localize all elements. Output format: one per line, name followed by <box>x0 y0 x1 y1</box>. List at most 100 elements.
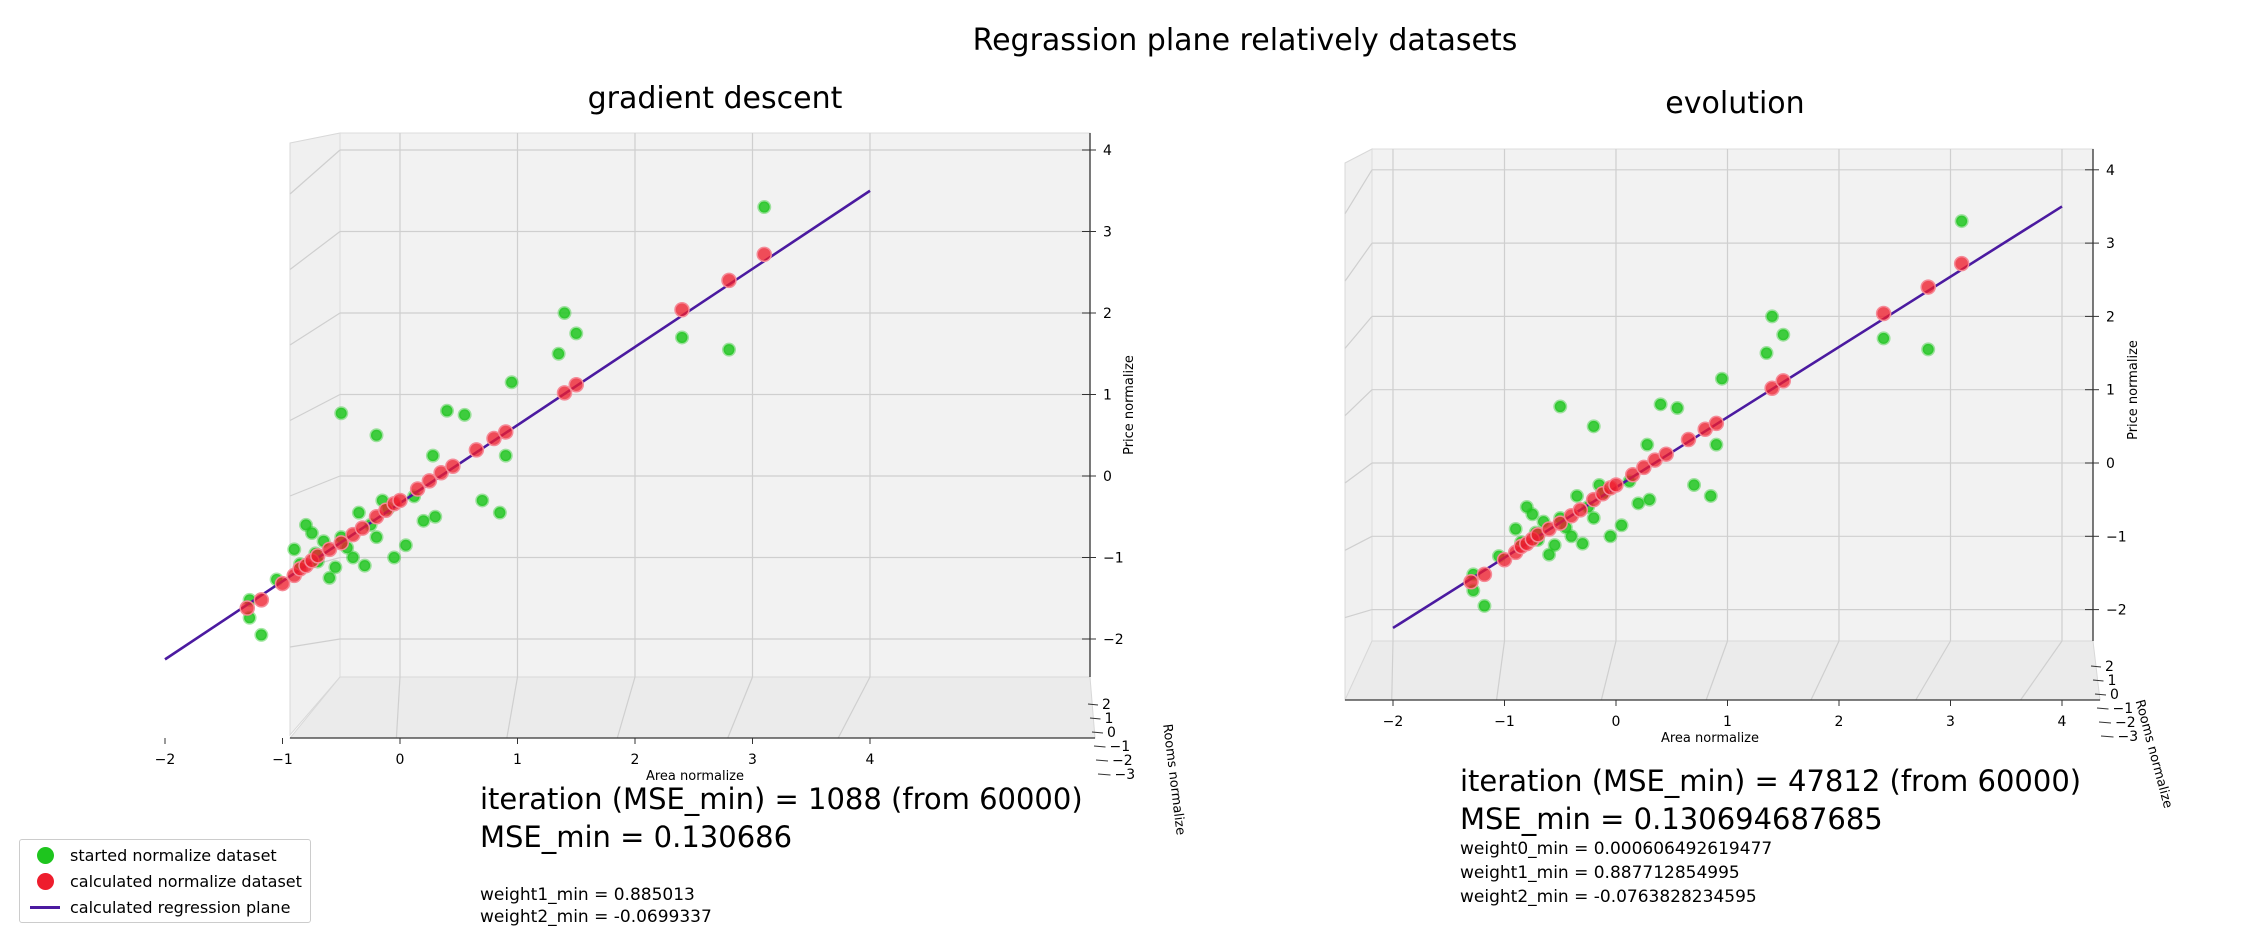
plot-title: evolution <box>1665 86 1804 121</box>
evo-iteration-text: iteration (MSE_min) = 47812 (from 60000) <box>1460 764 2082 798</box>
legend-label-started: started normalize dataset <box>70 845 277 865</box>
z-tick-label: 3 <box>1103 225 1112 241</box>
grid-line-floor <box>2020 640 2063 701</box>
y-tick-mark <box>1097 773 1111 776</box>
started-point <box>1759 346 1774 361</box>
started-point <box>1921 342 1936 357</box>
z-tick-label: 4 <box>1103 143 1112 159</box>
started-point <box>1653 397 1668 412</box>
plot-title: gradient descent <box>588 81 843 116</box>
y-tick-mark <box>1095 759 1109 762</box>
x-axis-label: Area normalize <box>646 769 744 784</box>
y-tick-label: −3 <box>1115 767 1136 783</box>
calculated-point <box>1775 373 1791 389</box>
legend-label-calculated: calculated normalize dataset <box>70 871 302 891</box>
calculated-point <box>409 481 426 497</box>
calculated-point <box>354 520 371 536</box>
started-point <box>757 200 772 215</box>
started-point <box>351 505 366 520</box>
calculated-point <box>721 272 737 289</box>
started-point <box>722 342 736 357</box>
started-point <box>428 509 443 524</box>
y-tick-label: −1 <box>2113 701 2134 717</box>
started-point <box>1614 518 1629 533</box>
z-tick-label: 0 <box>2106 456 2115 472</box>
grid-line-wall <box>1344 169 1373 215</box>
calculated-point <box>1636 459 1652 476</box>
y-tick-label: 0 <box>2110 687 2119 703</box>
started-point <box>1765 309 1780 324</box>
calculated-point <box>1552 515 1568 531</box>
x-tick-label: 2 <box>1835 714 1844 730</box>
started-point <box>1714 371 1729 386</box>
legend-marker-started <box>36 846 54 864</box>
grid-line-wall <box>289 393 341 422</box>
calculated-point <box>556 385 573 401</box>
calculated-point <box>1708 415 1725 432</box>
calculated-point <box>321 541 338 558</box>
z-tick-label: 2 <box>2106 309 2115 325</box>
grid-line-wall <box>289 638 341 648</box>
figure-suptitle: Regrassion plane relatively datasets <box>973 23 1518 58</box>
y-tick-mark <box>2098 721 2112 724</box>
grid-line-wall <box>289 475 341 497</box>
started-point <box>557 306 572 320</box>
started-point <box>346 550 360 565</box>
back-pane <box>339 132 1091 678</box>
grid-line-floor <box>395 676 401 739</box>
started-point <box>440 403 454 418</box>
started-point <box>492 505 507 520</box>
started-point <box>1640 437 1655 452</box>
legend: started normalize dataset calculated nor… <box>19 839 311 923</box>
started-point <box>357 558 372 573</box>
grid-line-wall <box>1344 242 1373 282</box>
grid-line-wall <box>1344 535 1373 551</box>
calculated-point <box>1680 431 1697 448</box>
calculated-point <box>1920 279 1936 295</box>
z-tick-label: 0 <box>1103 469 1112 485</box>
y-tick-mark <box>1089 717 1101 720</box>
calculated-point <box>310 548 326 564</box>
calculated-point <box>445 458 461 474</box>
started-point <box>1542 547 1557 562</box>
x-tick-label: 4 <box>866 752 875 768</box>
z-axis-label: Price normalize <box>1122 355 1137 455</box>
calculated-point <box>1608 477 1624 493</box>
y-tick-mark <box>2100 735 2114 738</box>
x-tick-label: −1 <box>1494 714 1515 730</box>
floor-pane <box>1344 640 2101 701</box>
started-point <box>369 530 384 545</box>
started-point <box>504 375 519 390</box>
calculated-point <box>333 535 349 551</box>
calculated-point <box>239 600 255 616</box>
gd-weight1-text: weight1_min = 0.885013 <box>480 885 695 905</box>
calculated-point <box>1953 255 1970 272</box>
started-point <box>1477 598 1492 613</box>
y-tick-label: −2 <box>2115 715 2136 731</box>
grid-line-wall <box>1344 316 1373 349</box>
started-point <box>1564 529 1579 544</box>
started-point <box>425 448 440 463</box>
calculated-point <box>756 246 772 263</box>
grid-line-wall <box>1344 462 1373 484</box>
gd-mse-text: MSE_min = 0.130686 <box>480 820 793 854</box>
y-axis-label: Rooms normalize <box>2132 698 2175 810</box>
started-point <box>1586 510 1601 525</box>
x-tick-label: −2 <box>1383 714 1404 730</box>
started-point <box>457 407 472 422</box>
started-point <box>304 526 319 541</box>
z-axis-label: Price normalize <box>2126 340 2141 440</box>
evo-weight2-text: weight2_min = -0.0763828234595 <box>1460 887 1757 907</box>
gd-iteration-text: iteration (MSE_min) = 1088 (from 60000) <box>480 782 1083 816</box>
calculated-point <box>433 464 449 481</box>
started-point <box>328 560 343 575</box>
calculated-point <box>1476 566 1493 583</box>
x-tick-label: 0 <box>396 752 405 768</box>
y-tick-label: −3 <box>2118 729 2139 745</box>
calculated-point <box>1463 573 1479 590</box>
evo-weight0-text: weight0_min = 0.000606492619477 <box>1460 839 1773 859</box>
started-point <box>1709 437 1724 452</box>
z-tick-label: −1 <box>1103 551 1124 567</box>
calculated-point <box>1572 502 1589 518</box>
